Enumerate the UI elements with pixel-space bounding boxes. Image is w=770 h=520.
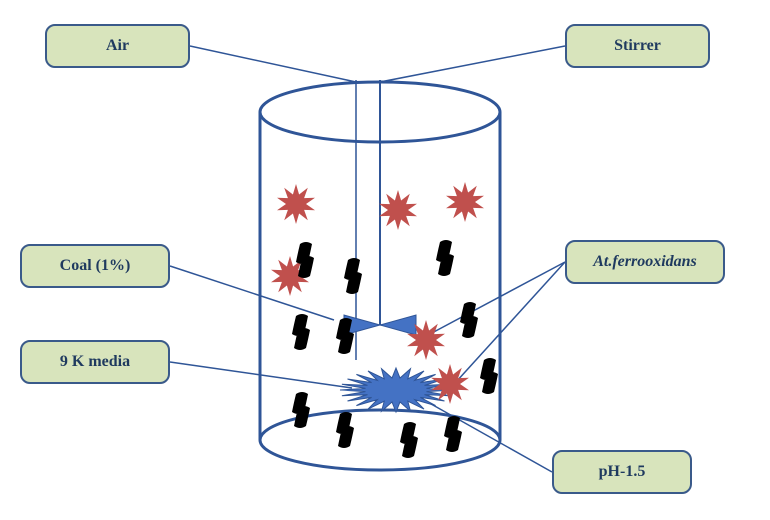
label-ferrooxidans-text: At.ferrooxidans bbox=[593, 253, 697, 271]
label-stirrer-text: Stirrer bbox=[614, 37, 661, 55]
label-coal: Coal (1%) bbox=[20, 244, 170, 288]
label-coal-text: Coal (1%) bbox=[60, 257, 131, 275]
label-ph-text: pH-1.5 bbox=[599, 463, 646, 481]
label-media: 9 K media bbox=[20, 340, 170, 384]
label-stirrer: Stirrer bbox=[565, 24, 710, 68]
label-air-text: Air bbox=[106, 37, 129, 55]
label-media-text: 9 K media bbox=[60, 353, 130, 371]
label-air: Air bbox=[45, 24, 190, 68]
label-ph: pH-1.5 bbox=[552, 450, 692, 494]
label-ferrooxidans: At.ferrooxidans bbox=[565, 240, 725, 284]
